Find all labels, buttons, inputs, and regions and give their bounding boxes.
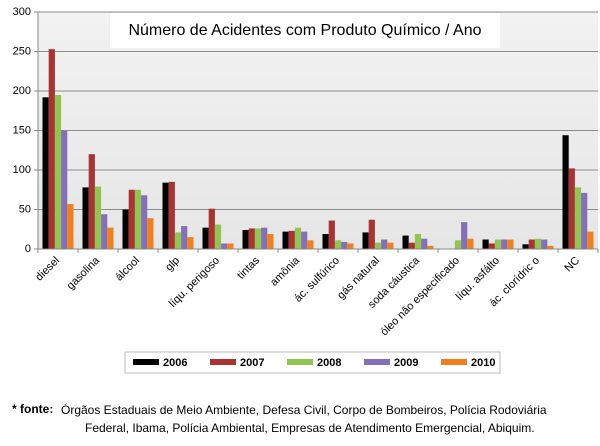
bar (328, 220, 335, 249)
x-tick-label: NC (562, 255, 582, 275)
bar (501, 239, 508, 249)
chart-title: Número de Acidentes com Produto Químico … (128, 22, 481, 39)
bar (267, 233, 274, 249)
legend-label: 2009 (394, 357, 418, 369)
bar (587, 231, 594, 249)
bar (208, 208, 215, 249)
x-tick-label: gasolina (65, 254, 103, 292)
legend-swatch (287, 359, 313, 365)
x-tick-label: óleo não especificado (378, 255, 462, 339)
bar (581, 192, 588, 249)
legend-swatch (441, 359, 467, 365)
bar (288, 230, 295, 249)
bar (94, 186, 102, 249)
legend-swatch (210, 359, 236, 365)
bar (408, 242, 415, 249)
bar (48, 49, 55, 249)
footnote-line: Órgãos Estaduais de Meio Ambiente, Defes… (61, 402, 547, 417)
bar (128, 189, 135, 249)
legend-label: 2007 (240, 357, 264, 369)
bar (507, 239, 514, 249)
bar (528, 239, 535, 249)
x-tick-label: álcool (113, 255, 142, 284)
x-tick-label: tintas (235, 254, 262, 281)
legend-swatch (133, 359, 159, 365)
bar (374, 242, 382, 249)
footnote-label: * fonte: (12, 402, 53, 416)
legend-label: 2008 (317, 357, 341, 369)
bar (467, 238, 474, 249)
bar (61, 130, 68, 249)
bar (82, 187, 89, 249)
bar (534, 238, 542, 249)
bar (362, 232, 369, 249)
bar (341, 241, 348, 249)
bar (568, 168, 575, 249)
bar (494, 239, 502, 249)
bar (261, 227, 268, 249)
bar (334, 240, 342, 249)
bar (242, 230, 249, 249)
bar (187, 237, 194, 249)
bar (301, 231, 308, 249)
x-tick-label: diesel (33, 255, 62, 284)
bar (347, 243, 354, 249)
bar (101, 214, 108, 249)
bar (387, 242, 394, 249)
bar (134, 189, 142, 249)
bar (427, 245, 434, 249)
bar (42, 97, 49, 249)
bar (421, 238, 428, 249)
bar (282, 231, 289, 249)
legend-swatch (364, 359, 390, 365)
bar (147, 218, 154, 249)
y-tick-label: 100 (13, 164, 31, 176)
legend-label: 2006 (163, 357, 187, 369)
bar (248, 228, 255, 249)
y-tick-label: 50 (19, 203, 31, 215)
bar (162, 182, 169, 249)
bar (488, 243, 495, 249)
bar (381, 239, 388, 249)
bar (221, 243, 228, 249)
legend-label: 2010 (471, 357, 495, 369)
bar (402, 235, 409, 249)
bar (202, 227, 209, 249)
bar (107, 227, 114, 249)
y-tick-label: 200 (13, 85, 31, 97)
bar (227, 243, 234, 249)
bar (461, 222, 468, 249)
bar (168, 181, 175, 249)
bar (522, 244, 529, 249)
bar (67, 203, 74, 249)
footnote-line: Federal, Ibama, Polícia Ambiental, Empre… (85, 421, 535, 435)
bar (307, 240, 314, 249)
bar (254, 228, 262, 249)
bar (122, 209, 129, 249)
bar (294, 227, 302, 249)
bar (141, 195, 148, 249)
bar (54, 94, 62, 249)
bar (214, 224, 222, 249)
bar (482, 239, 489, 249)
bar (368, 219, 375, 249)
bar (454, 240, 462, 249)
bar (414, 233, 422, 249)
y-tick-label: 0 (25, 243, 31, 255)
bar (88, 154, 95, 249)
bar (562, 135, 569, 249)
bar (574, 187, 582, 249)
y-tick-label: 250 (13, 45, 31, 57)
bar (547, 245, 554, 249)
bar (181, 226, 188, 249)
y-tick-label: 300 (13, 6, 31, 18)
x-tick-label: amônia (268, 254, 303, 289)
bar (541, 239, 548, 249)
y-tick-label: 150 (13, 124, 31, 136)
bar (174, 232, 182, 249)
bar (322, 233, 329, 249)
title-box (110, 13, 500, 48)
x-tick-label: glp (163, 255, 182, 274)
